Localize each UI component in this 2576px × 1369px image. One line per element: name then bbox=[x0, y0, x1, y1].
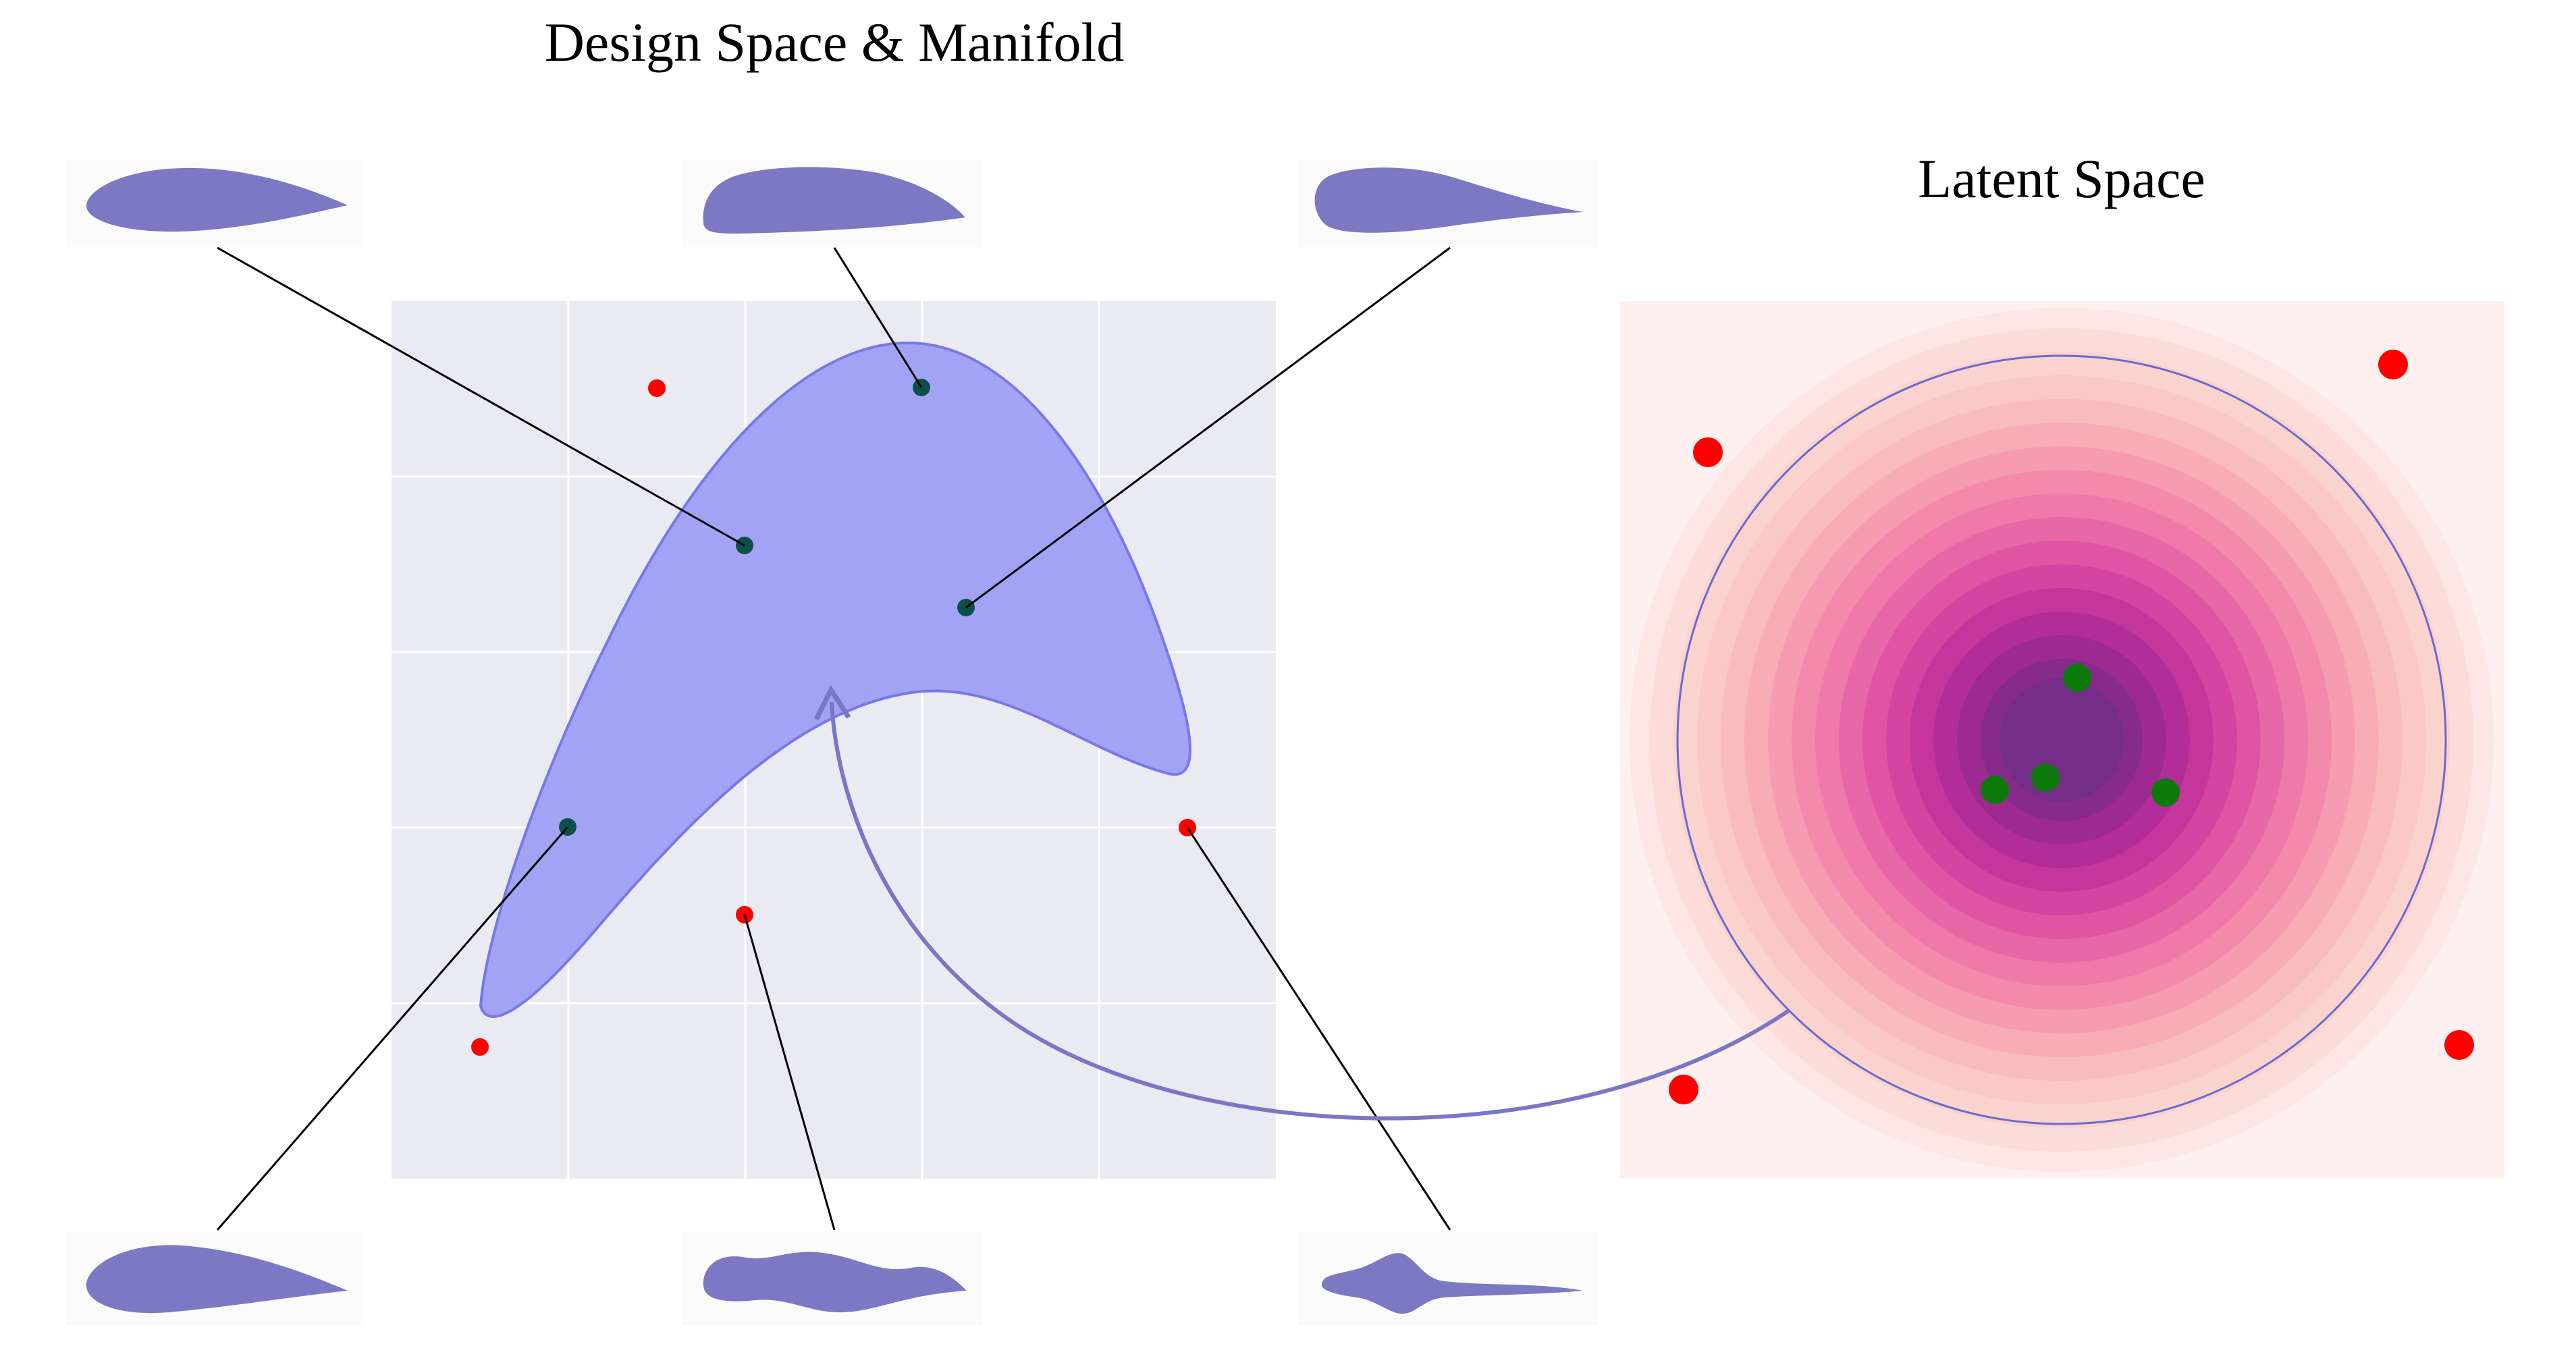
leader-line bbox=[216, 826, 569, 1231]
airfoil-shape bbox=[86, 167, 348, 232]
airfoil-top-center bbox=[682, 161, 983, 247]
leader-line bbox=[1186, 827, 1451, 1231]
leader-line bbox=[743, 914, 836, 1231]
valid-latent-point bbox=[1981, 776, 2009, 804]
leader-lines bbox=[216, 246, 1451, 1231]
airfoil-shape bbox=[1314, 167, 1583, 233]
airfoil-shape bbox=[703, 1252, 967, 1313]
invalid-latent-point bbox=[2378, 350, 2408, 379]
airfoil-bottom-right bbox=[1297, 1231, 1599, 1326]
latent-space-title: Latent Space bbox=[1918, 148, 2205, 209]
invalid-latent-point bbox=[2444, 1030, 2474, 1060]
invalid-design-point bbox=[471, 1038, 489, 1056]
airfoil-shape bbox=[86, 1245, 348, 1314]
invalid-design-point bbox=[648, 379, 666, 397]
design-space-panel bbox=[392, 301, 1276, 1179]
leader-line bbox=[217, 246, 745, 547]
valid-latent-point bbox=[2151, 778, 2180, 807]
mapping-arrow bbox=[813, 684, 1790, 1121]
invalid-latent-point bbox=[1693, 437, 1723, 467]
leader-line bbox=[833, 247, 923, 388]
manifold-region bbox=[479, 341, 1191, 1018]
airfoil-bottom-center bbox=[682, 1231, 983, 1326]
density-contour bbox=[2000, 678, 2124, 802]
airfoil-bottom-left bbox=[66, 1231, 363, 1326]
airfoil-top-left bbox=[66, 161, 363, 247]
leader-line bbox=[965, 246, 1451, 609]
latent-density-contours bbox=[1630, 308, 2494, 1172]
invalid-latent-point bbox=[1669, 1075, 1698, 1104]
design-space-title: Design Space & Manifold bbox=[545, 11, 1125, 73]
valid-latent-point bbox=[2063, 664, 2091, 692]
airfoil-shape bbox=[703, 167, 965, 234]
latent-space-panel bbox=[1620, 301, 2504, 1179]
latent-boundary-circle bbox=[1676, 354, 2447, 1125]
airfoil-top-right bbox=[1297, 161, 1599, 247]
valid-latent-point bbox=[2031, 763, 2060, 792]
airfoil-shape bbox=[1321, 1253, 1583, 1314]
